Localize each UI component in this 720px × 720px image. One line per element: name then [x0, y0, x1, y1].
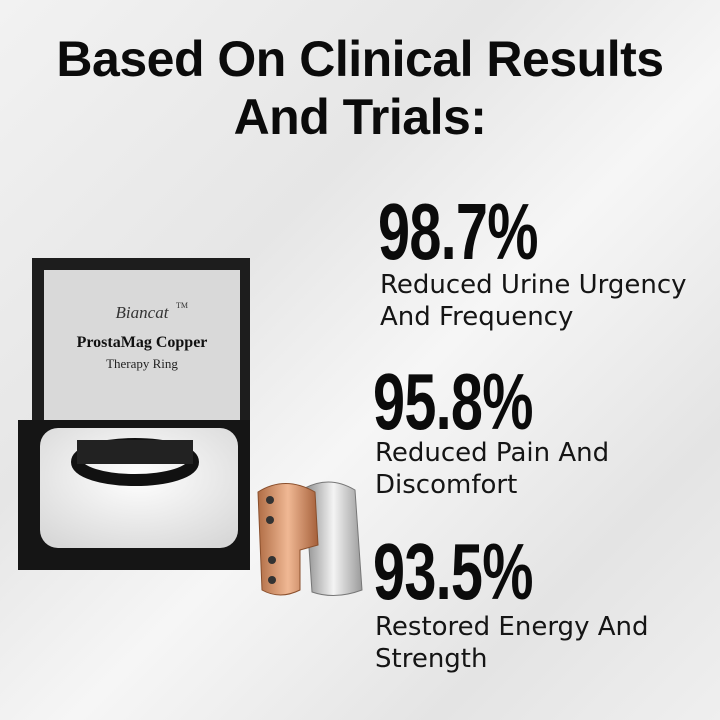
silver-ring — [304, 481, 363, 596]
lid-insert — [44, 270, 240, 424]
product-name: ProstaMag Copper — [77, 334, 208, 351]
stat-description: And Frequency — [380, 302, 574, 332]
product-subtitle: Therapy Ring — [106, 356, 178, 371]
stat-value: 98.7% — [378, 187, 538, 276]
stat-description: Strength — [375, 644, 488, 674]
stat-description: Restored Energy And — [375, 612, 649, 642]
stat-description: Reduced Urine Urgency — [380, 270, 687, 300]
magnets — [266, 496, 276, 584]
title-line: And Trials: — [233, 89, 487, 145]
title-line: Based On Clinical Results — [56, 31, 664, 87]
copper-ring — [257, 483, 319, 596]
stat-value: 95.8% — [373, 357, 533, 446]
black-ring-band — [77, 440, 193, 464]
stat-value: 93.5% — [373, 527, 533, 616]
brand: Biancat — [116, 303, 170, 322]
trademark: TM — [176, 301, 188, 310]
stat-description: Discomfort — [375, 470, 518, 500]
stat-description: Reduced Pain And — [375, 438, 610, 468]
